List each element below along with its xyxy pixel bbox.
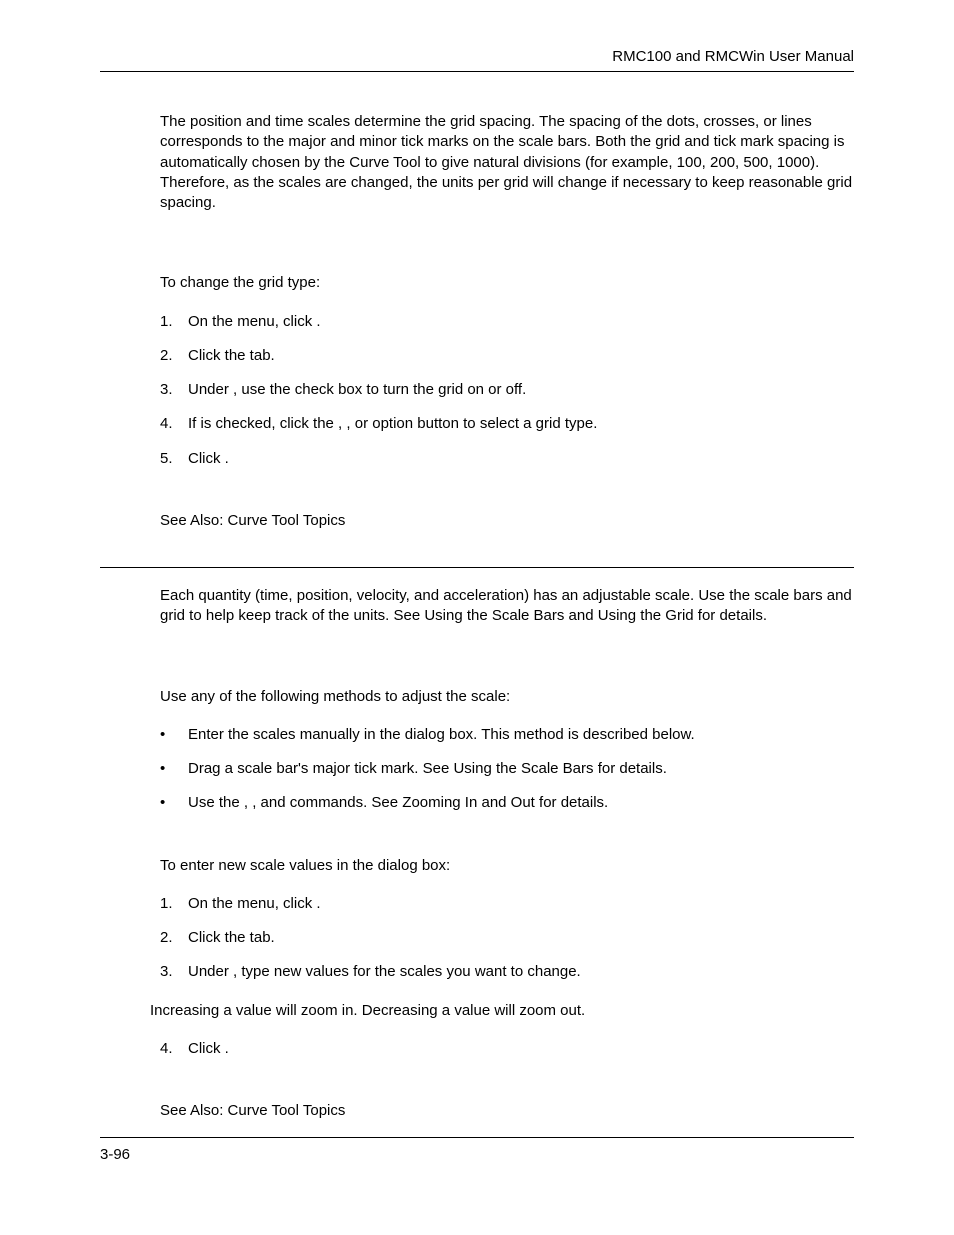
bullet-icon: • xyxy=(160,759,188,779)
list-item: •Use the , , and commands. See Zooming I… xyxy=(160,793,854,813)
bullet-text: Enter the scales manually in the dialog … xyxy=(188,725,854,745)
bullet-icon: • xyxy=(160,793,188,813)
step-number: 1. xyxy=(160,894,188,914)
step-text: Under , use the check box to turn the gr… xyxy=(188,380,854,400)
step-number: 2. xyxy=(160,928,188,948)
step-text: On the menu, click . xyxy=(188,312,854,332)
step-number: 4. xyxy=(160,414,188,434)
step-number: 5. xyxy=(160,449,188,469)
step-number: 1. xyxy=(160,312,188,332)
list-item: 4.Click . xyxy=(160,1039,854,1059)
step-number: 3. xyxy=(160,380,188,400)
section2-bullets: •Enter the scales manually in the dialog… xyxy=(160,725,854,814)
list-item: 5.Click . xyxy=(160,449,854,469)
step-number: 4. xyxy=(160,1039,188,1059)
step-text: Click the tab. xyxy=(188,346,854,366)
list-item: 2.Click the tab. xyxy=(160,346,854,366)
section2-steps: 1.On the menu, click . 2.Click the tab. … xyxy=(160,894,854,983)
section2-lead2: To enter new scale values in the dialog … xyxy=(160,856,854,876)
step-number: 2. xyxy=(160,346,188,366)
step-text: On the menu, click . xyxy=(188,894,854,914)
bullet-icon: • xyxy=(160,725,188,745)
list-item: •Enter the scales manually in the dialog… xyxy=(160,725,854,745)
section1-intro: The position and time scales determine t… xyxy=(160,112,854,213)
list-item: 3.Under , use the check box to turn the … xyxy=(160,380,854,400)
section1-lead: To change the grid type: xyxy=(160,273,854,293)
list-item: 1.On the menu, click . xyxy=(160,894,854,914)
list-item: 4.If is checked, click the , , or option… xyxy=(160,414,854,434)
step-text: If is checked, click the , , or option b… xyxy=(188,414,854,434)
bullet-text: Drag a scale bar's major tick mark. See … xyxy=(188,759,854,779)
section1-steps: 1.On the menu, click . 2.Click the tab. … xyxy=(160,312,854,469)
bullet-text: Use the , , and commands. See Zooming In… xyxy=(188,793,854,813)
step-text: Under , type new values for the scales y… xyxy=(188,962,854,982)
step-text: Click the tab. xyxy=(188,928,854,948)
list-item: 2.Click the tab. xyxy=(160,928,854,948)
section2-lead: Use any of the following methods to adju… xyxy=(160,687,854,707)
section2-note: Increasing a value will zoom in. Decreas… xyxy=(150,1001,854,1021)
page-number: 3-96 xyxy=(100,1146,130,1163)
section-rule xyxy=(100,567,854,568)
section1-see-also: See Also: Curve Tool Topics xyxy=(160,511,854,531)
page-footer: 3-96 xyxy=(100,1137,854,1163)
list-item: •Drag a scale bar's major tick mark. See… xyxy=(160,759,854,779)
step-number: 3. xyxy=(160,962,188,982)
step-text: Click . xyxy=(188,1039,854,1059)
section2-steps-cont: 4.Click . xyxy=(160,1039,854,1059)
section2-see-also: See Also: Curve Tool Topics xyxy=(160,1101,854,1121)
list-item: 3.Under , type new values for the scales… xyxy=(160,962,854,982)
list-item: 1.On the menu, click . xyxy=(160,312,854,332)
body-column: The position and time scales determine t… xyxy=(160,112,854,1121)
running-head: RMC100 and RMCWin User Manual xyxy=(100,48,854,72)
section2-intro: Each quantity (time, position, velocity,… xyxy=(160,586,854,627)
step-text: Click . xyxy=(188,449,854,469)
